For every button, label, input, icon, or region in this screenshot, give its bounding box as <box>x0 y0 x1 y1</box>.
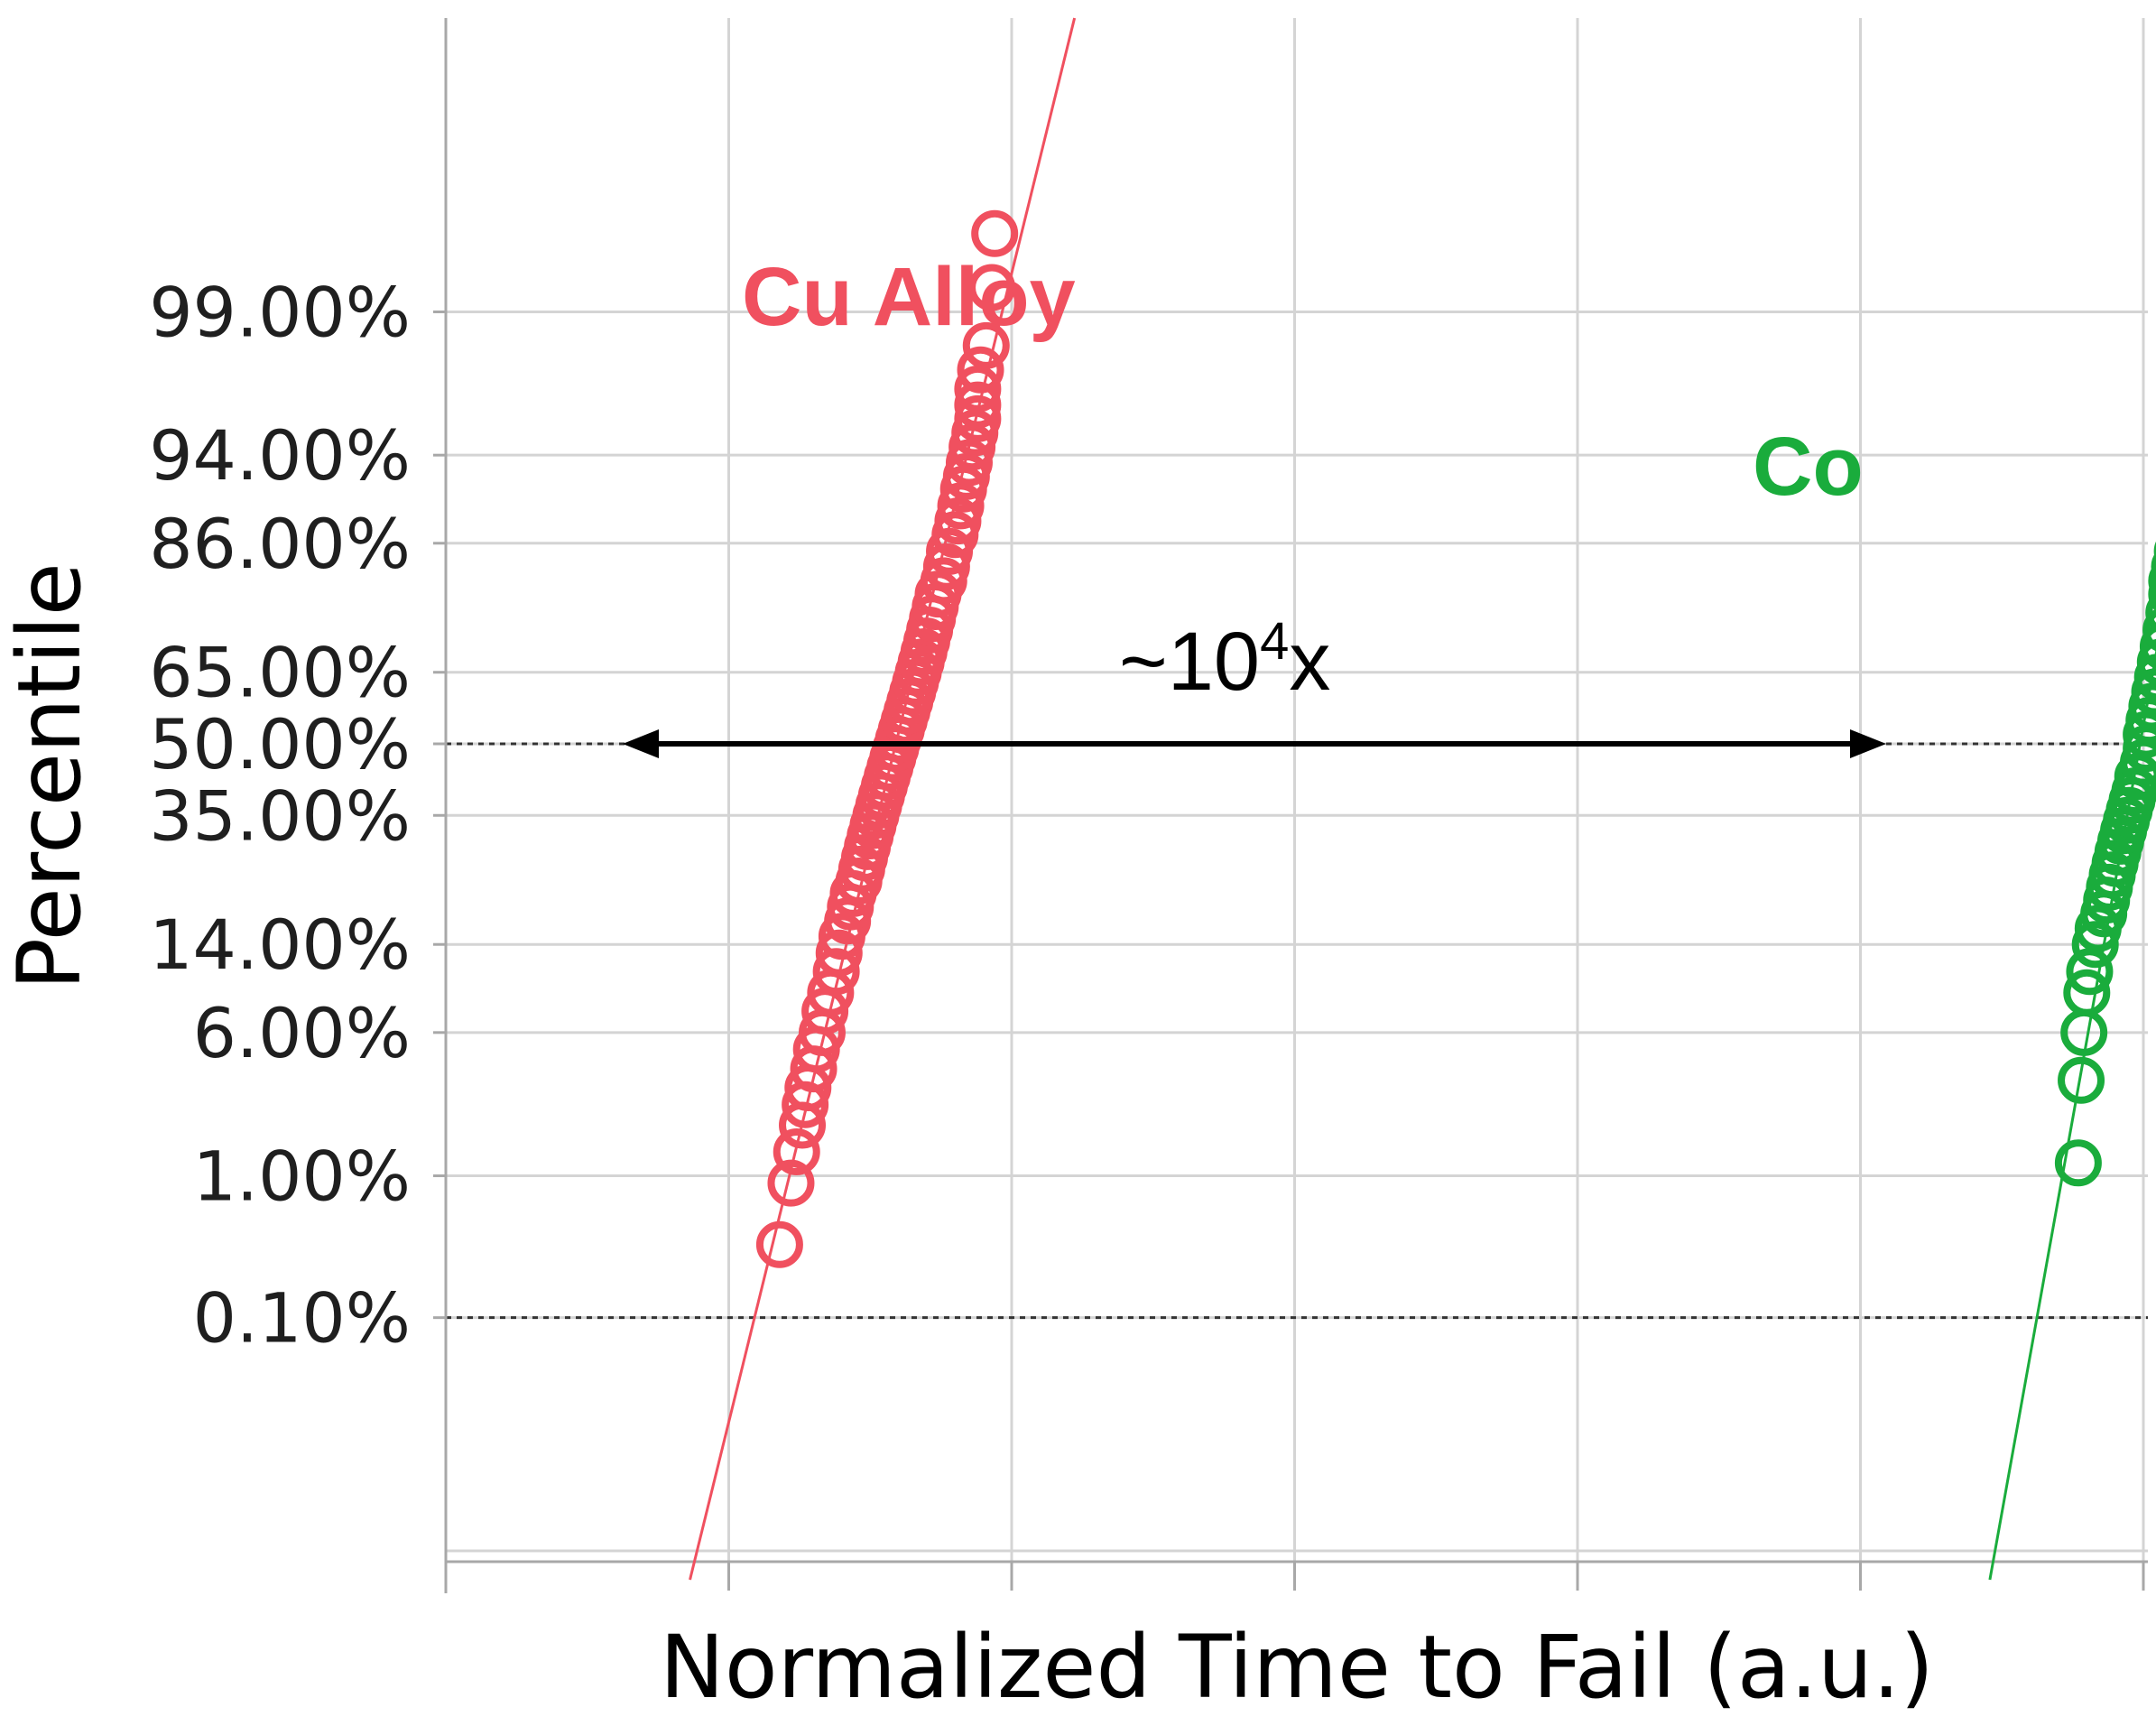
data-point <box>954 381 1002 429</box>
series-label-co: Co <box>1753 421 1864 513</box>
x-axis-ticks <box>444 1562 2145 1591</box>
horizontal-gridlines <box>446 310 2148 1553</box>
data-point <box>2151 552 2156 581</box>
data-point <box>2145 592 2156 633</box>
vertical-gridlines <box>727 18 2145 1562</box>
data-point <box>2131 668 2156 716</box>
arrow-head-right <box>1850 729 1886 758</box>
data-point <box>2063 969 2111 1016</box>
ratio-text: ~104x <box>1119 612 1330 708</box>
y-tick-label: 86.00% <box>149 504 411 584</box>
y-tick-label: 65.00% <box>149 633 411 713</box>
y-tick-label: 50.00% <box>149 704 411 784</box>
data-point <box>937 482 985 530</box>
y-tick-label: 14.00% <box>149 905 411 985</box>
y-axis-label: Percentile <box>0 562 100 990</box>
data-point <box>2128 682 2156 730</box>
data-point <box>2066 948 2114 996</box>
data-point <box>2133 654 2156 701</box>
x-axis-label: Normalized Time to Fail (a.u.) <box>660 1617 1934 1718</box>
data-points <box>755 209 2156 1268</box>
ratio-annotation: ~104x <box>623 612 1886 758</box>
y-tick-label: 1.00% <box>193 1137 411 1217</box>
y-tick-label: 35.00% <box>149 775 411 856</box>
data-point <box>2139 624 2156 669</box>
y-tick-label: 94.00% <box>149 415 411 496</box>
data-point <box>2054 1139 2102 1187</box>
data-point <box>2148 576 2156 612</box>
data-point <box>773 1127 820 1175</box>
data-point <box>957 346 1004 394</box>
data-point <box>2114 753 2156 801</box>
data-point <box>2125 697 2156 745</box>
data-point <box>2123 710 2156 758</box>
data-point <box>2136 638 2156 686</box>
series-label-cu-alloy: Cu Alloy <box>742 251 1076 343</box>
arrow-head-left <box>623 729 659 758</box>
data-point <box>954 394 1002 442</box>
reference-lines <box>446 742 2148 1320</box>
y-axis-tick-labels: 0.10% 1.00% 6.00%14.00% 35.00%50.00%65.00% 8… <box>149 272 446 1359</box>
y-tick-label: 6.00% <box>193 993 411 1073</box>
data-point <box>815 929 863 977</box>
data-point <box>971 209 1019 257</box>
y-tick-label: 99.00% <box>149 272 411 352</box>
data-point <box>968 264 1016 311</box>
data-point <box>954 365 1002 413</box>
data-point <box>962 321 1010 369</box>
y-tick-label: 0.10% <box>193 1278 411 1359</box>
data-point <box>2142 608 2156 652</box>
data-point <box>755 1220 803 1268</box>
data-point <box>2148 563 2156 598</box>
data-point <box>2058 1056 2105 1104</box>
data-point <box>767 1159 815 1207</box>
